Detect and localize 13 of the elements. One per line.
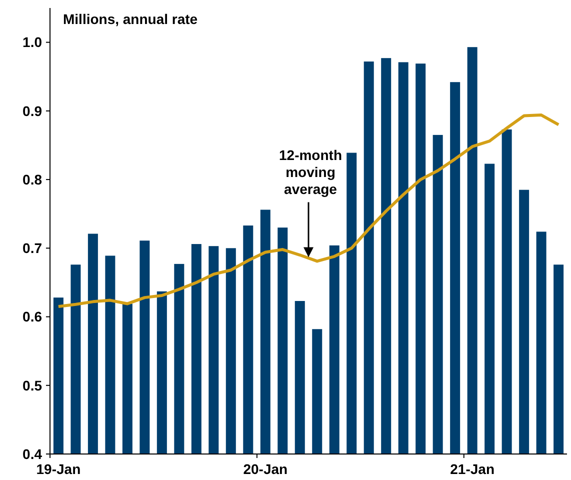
y-tick-label: 0.7 [22, 240, 42, 256]
y-tick-label: 0.6 [22, 308, 42, 325]
y-tick-label: 1.0 [22, 34, 42, 50]
x-tick-label: 19-Jan [36, 461, 81, 477]
y-tick-label: 0.5 [22, 377, 42, 394]
y-tick-label: 0.9 [22, 102, 42, 119]
x-tick-label: 21-Jan [450, 461, 495, 477]
text: 12-month moving average [279, 147, 342, 198]
line-series [56, 114, 560, 308]
y-tick-label: 0.4 [22, 446, 42, 462]
y-tick-label: 0.8 [22, 171, 42, 188]
x-tick-label: 20-Jan [243, 461, 288, 477]
y-axis-title: Millions, annual rate [63, 11, 198, 27]
